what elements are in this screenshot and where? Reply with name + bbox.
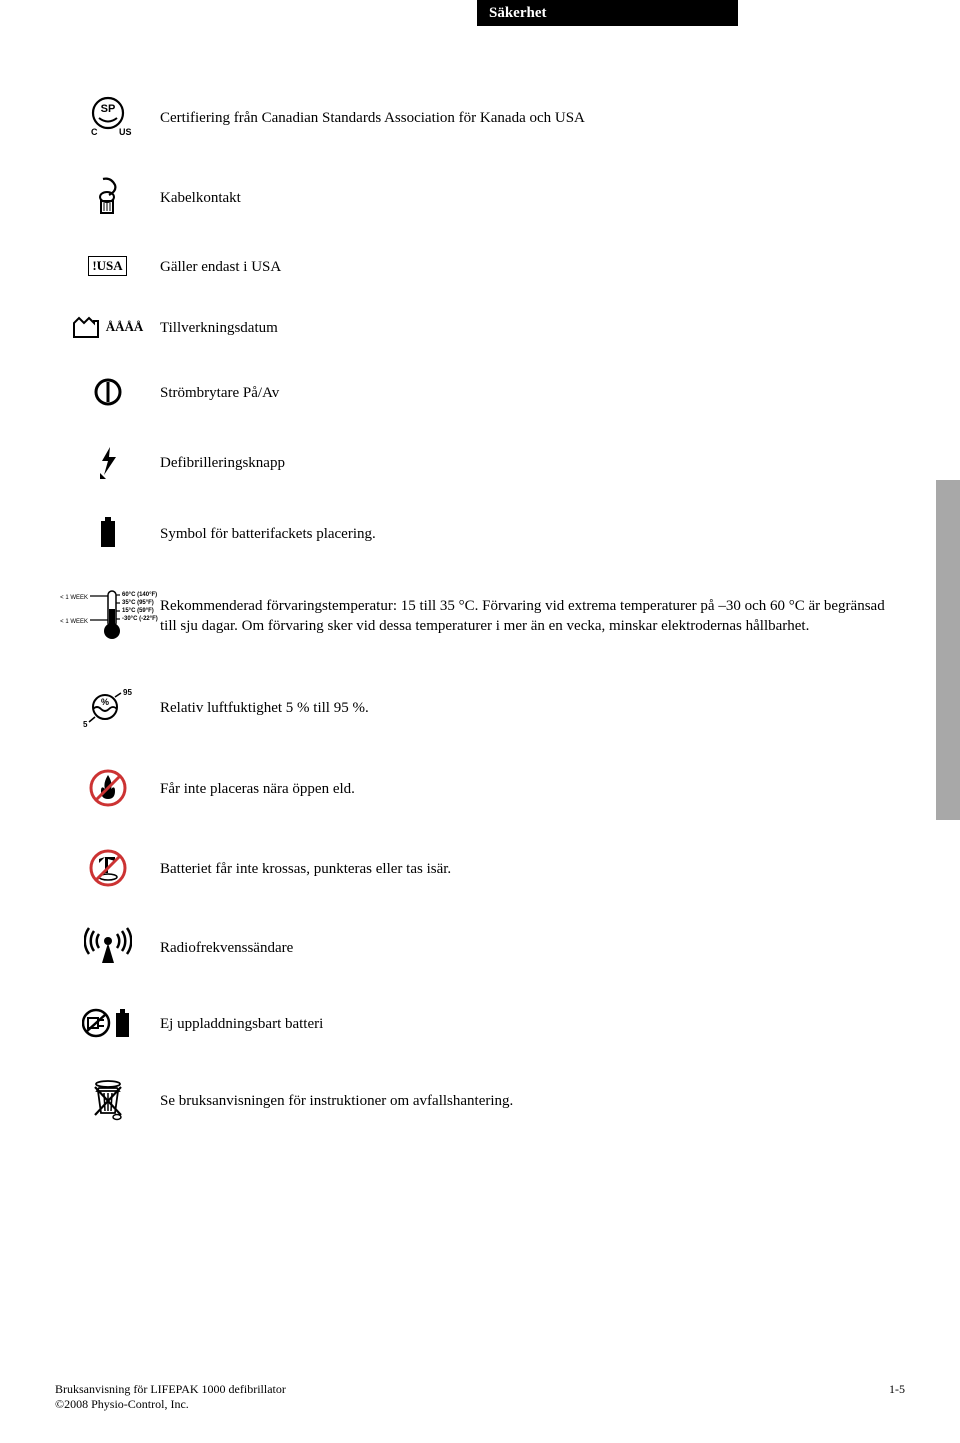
power-text: Strömbrytare På/Av bbox=[160, 381, 895, 403]
svg-text:%: % bbox=[100, 697, 108, 707]
svg-text:SP: SP bbox=[100, 103, 115, 115]
battery-icon bbox=[55, 517, 160, 549]
norecharge-text: Ej uppladdningsbart batteri bbox=[160, 1012, 895, 1034]
waste-text: Se bruksanvisningen för instruktioner om… bbox=[160, 1089, 895, 1111]
svg-text:< 1 WEEK: < 1 WEEK bbox=[60, 619, 88, 625]
symbol-row: Kabelkontakt bbox=[55, 177, 895, 217]
svg-text:5: 5 bbox=[83, 720, 88, 729]
waste-icon bbox=[55, 1079, 160, 1121]
svg-text:15°C (59°F): 15°C (59°F) bbox=[122, 608, 154, 614]
symbol-row: Får inte placeras nära öppen eld. bbox=[55, 767, 895, 809]
symbol-row: Strömbrytare På/Av bbox=[55, 377, 895, 407]
temp-text: Rekommenderad förvaringstemperatur: 15 t… bbox=[160, 594, 895, 637]
crush-icon bbox=[55, 847, 160, 889]
power-icon bbox=[55, 377, 160, 407]
symbol-row: Se bruksanvisningen för instruktioner om… bbox=[55, 1079, 895, 1121]
svg-text:60°C (140°F): 60°C (140°F) bbox=[122, 592, 157, 598]
symbol-row: Symbol för batterifackets placering. bbox=[55, 517, 895, 549]
footer-copyright: ©2008 Physio-Control, Inc. bbox=[55, 1397, 286, 1413]
humidity-text: Relativ luftfuktighet 5 % till 95 %. bbox=[160, 696, 895, 718]
symbol-list: SP C US Certifiering från Canadian Stand… bbox=[55, 95, 895, 1159]
usa-text: Gäller endast i USA bbox=[160, 255, 895, 277]
battery-text: Symbol för batterifackets placering. bbox=[160, 522, 895, 544]
section-header: Säkerhet bbox=[477, 0, 738, 26]
mfg-text: Tillverkningsdatum bbox=[160, 316, 895, 338]
symbol-row: < 1 WEEK < 1 WEEK 60°C (140°F) 35°C (95°… bbox=[55, 587, 895, 643]
svg-text:C: C bbox=[91, 127, 98, 137]
temp-icon: < 1 WEEK < 1 WEEK 60°C (140°F) 35°C (95°… bbox=[55, 587, 160, 643]
svg-text:35°C (95°F): 35°C (95°F) bbox=[122, 600, 154, 606]
symbol-row: % 95 5 Relativ luftfuktighet 5 % till 95… bbox=[55, 685, 895, 729]
symbol-row: SP C US Certifiering från Canadian Stand… bbox=[55, 95, 895, 139]
svg-text:-30°C (-22°F): -30°C (-22°F) bbox=[122, 616, 158, 622]
symbol-row: Radiofrekvenssändare bbox=[55, 927, 895, 967]
cable-icon bbox=[55, 177, 160, 217]
side-tab bbox=[936, 480, 960, 820]
symbol-row: Ej uppladdningsbart batteri bbox=[55, 1005, 895, 1041]
flame-text: Får inte placeras nära öppen eld. bbox=[160, 777, 895, 799]
page-number: 1-5 bbox=[889, 1382, 905, 1413]
shock-text: Defibrilleringsknapp bbox=[160, 451, 895, 473]
mfg-icon: ÅÅÅÅ bbox=[55, 315, 160, 339]
symbol-row: ÅÅÅÅ Tillverkningsdatum bbox=[55, 315, 895, 339]
symbol-row: Batteriet får inte krossas, punkteras el… bbox=[55, 847, 895, 889]
usa-icon: !USA bbox=[55, 256, 160, 276]
flame-icon bbox=[55, 767, 160, 809]
rf-icon bbox=[55, 927, 160, 967]
norecharge-icon bbox=[55, 1005, 160, 1041]
section-title: Säkerhet bbox=[489, 5, 547, 22]
symbol-row: !USA Gäller endast i USA bbox=[55, 255, 895, 277]
footer-title: Bruksanvisning för LIFEPAK 1000 defibril… bbox=[55, 1382, 286, 1398]
svg-text:< 1 WEEK: < 1 WEEK bbox=[60, 595, 88, 601]
svg-text:US: US bbox=[119, 127, 132, 137]
crush-text: Batteriet får inte krossas, punkteras el… bbox=[160, 857, 895, 879]
csa-icon: SP C US bbox=[55, 95, 160, 139]
page-footer: Bruksanvisning för LIFEPAK 1000 defibril… bbox=[55, 1382, 905, 1413]
shock-icon bbox=[55, 445, 160, 479]
rf-text: Radiofrekvenssändare bbox=[160, 936, 895, 958]
humidity-icon: % 95 5 bbox=[55, 685, 160, 729]
svg-text:95: 95 bbox=[123, 688, 132, 697]
symbol-row: Defibrilleringsknapp bbox=[55, 445, 895, 479]
cable-text: Kabelkontakt bbox=[160, 186, 895, 208]
csa-text: Certifiering från Canadian Standards Ass… bbox=[160, 106, 895, 128]
